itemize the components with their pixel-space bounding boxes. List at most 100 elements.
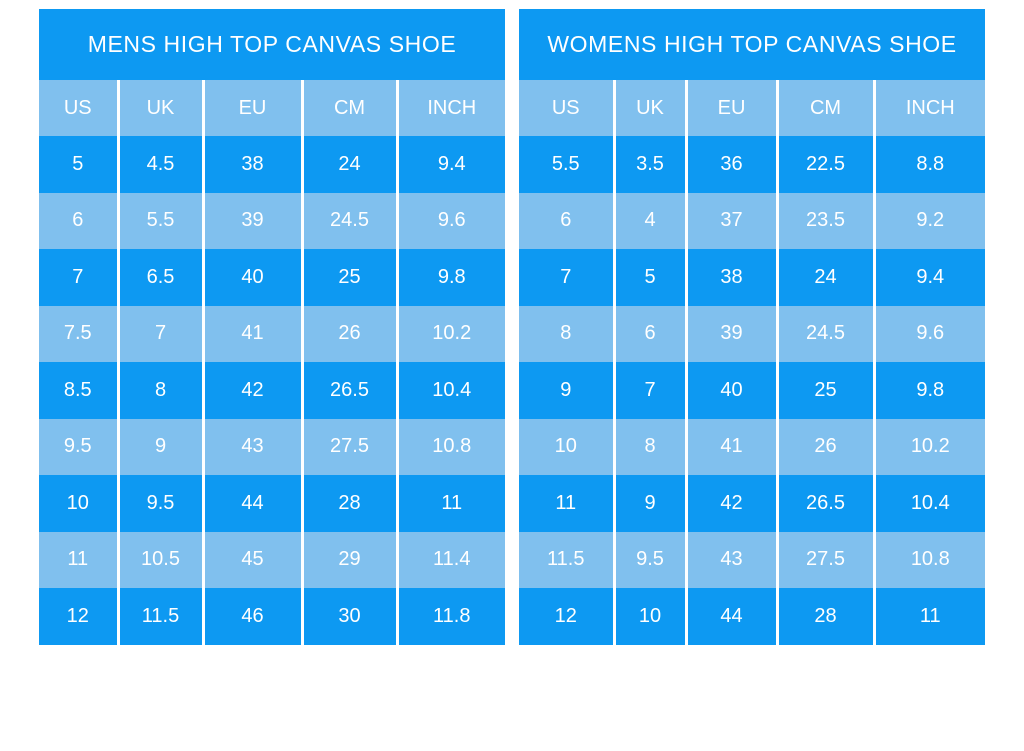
size-cell: 9 [116, 418, 203, 475]
size-cell: 8 [612, 418, 687, 475]
column-header-us: US [39, 80, 118, 136]
womens-size-table: WOMENS HIGH TOP CANVAS SHOE US UK EU CM INCH 5… [519, 9, 986, 645]
size-cell: 9.6 [872, 305, 986, 362]
mens-table-title-row: MENS HIGH TOP CANVAS SHOE [39, 9, 506, 80]
size-cell: 8 [519, 305, 615, 362]
size-cell: 9.8 [872, 362, 986, 419]
column-header-uk: UK [116, 80, 203, 136]
table-row: 7 6.5 40 25 9.8 [39, 249, 506, 306]
size-cell: 22.5 [775, 136, 875, 193]
size-cell: 9.4 [395, 136, 506, 193]
size-cell: 8.5 [39, 362, 118, 419]
size-cell: 7.5 [39, 305, 118, 362]
size-cell: 44 [201, 475, 302, 532]
size-cell: 12 [519, 588, 615, 645]
womens-table-title-row: WOMENS HIGH TOP CANVAS SHOE [519, 9, 986, 80]
size-cell: 8 [116, 362, 203, 419]
table-row: 9.5 9 43 27.5 10.8 [39, 418, 506, 475]
size-cell: 7 [612, 362, 687, 419]
size-cell: 46 [201, 588, 302, 645]
size-cell: 26.5 [775, 475, 875, 532]
size-cell: 24.5 [300, 192, 397, 249]
size-cell: 11.5 [116, 588, 203, 645]
size-cell: 40 [201, 249, 302, 306]
size-cell: 23.5 [775, 192, 875, 249]
column-header-cm: CM [775, 80, 875, 136]
size-cell: 9 [519, 362, 615, 419]
table-row: 11 9 42 26.5 10.4 [519, 475, 986, 532]
size-cell: 27.5 [300, 418, 397, 475]
size-cell: 5.5 [116, 192, 203, 249]
column-header-cm: CM [300, 80, 397, 136]
size-cell: 45 [201, 531, 302, 588]
size-cell: 5.5 [519, 136, 615, 193]
table-row: 9 7 40 25 9.8 [519, 362, 986, 419]
table-row: 6 5.5 39 24.5 9.6 [39, 192, 506, 249]
size-cell: 26 [300, 305, 397, 362]
size-cell: 11.4 [395, 531, 506, 588]
size-cell: 11 [519, 475, 615, 532]
size-cell: 10.2 [395, 305, 506, 362]
mens-size-table: MENS HIGH TOP CANVAS SHOE US UK EU CM INCH 5 4.… [39, 9, 506, 645]
size-cell: 11 [39, 531, 118, 588]
table-row: 6 4 37 23.5 9.2 [519, 192, 986, 249]
size-cell: 10.5 [116, 531, 203, 588]
size-cell: 10 [519, 418, 615, 475]
table-row: 10 9.5 44 28 11 [39, 475, 506, 532]
size-cell: 42 [684, 475, 778, 532]
size-cell: 37 [684, 192, 778, 249]
size-cell: 10.4 [872, 475, 986, 532]
size-cell: 26.5 [300, 362, 397, 419]
size-cell: 28 [300, 475, 397, 532]
size-cell: 43 [684, 531, 778, 588]
size-cell: 5 [612, 249, 687, 306]
size-cell: 9.4 [872, 249, 986, 306]
size-cell: 29 [300, 531, 397, 588]
size-cell: 7 [116, 305, 203, 362]
size-cell: 9.5 [612, 531, 687, 588]
size-cell: 11 [395, 475, 506, 532]
size-cell: 24.5 [775, 305, 875, 362]
size-cell: 10 [612, 588, 687, 645]
column-header-inch: INCH [395, 80, 506, 136]
column-header-eu: EU [684, 80, 778, 136]
size-cell: 12 [39, 588, 118, 645]
table-row: 12 11.5 46 30 11.8 [39, 588, 506, 645]
size-cell: 9.6 [395, 192, 506, 249]
size-cell: 9.2 [872, 192, 986, 249]
size-cell: 6.5 [116, 249, 203, 306]
mens-column-header-row: US UK EU CM INCH [39, 80, 506, 136]
size-cell: 9.5 [39, 418, 118, 475]
womens-column-header-row: US UK EU CM INCH [519, 80, 986, 136]
size-cell: 9 [612, 475, 687, 532]
size-cell: 6 [519, 192, 615, 249]
size-cell: 25 [775, 362, 875, 419]
table-row: 11 10.5 45 29 11.4 [39, 531, 506, 588]
size-cell: 8.8 [872, 136, 986, 193]
size-cell: 40 [684, 362, 778, 419]
table-row: 8 6 39 24.5 9.6 [519, 305, 986, 362]
size-cell: 11 [872, 588, 986, 645]
size-cell: 6 [39, 192, 118, 249]
size-cell: 10.8 [872, 531, 986, 588]
size-cell: 44 [684, 588, 778, 645]
column-header-eu: EU [201, 80, 302, 136]
column-header-uk: UK [612, 80, 687, 136]
size-cell: 11.8 [395, 588, 506, 645]
column-header-inch: INCH [872, 80, 986, 136]
size-cell: 10.2 [872, 418, 986, 475]
size-cell: 9.5 [116, 475, 203, 532]
table-row: 5 4.5 38 24 9.4 [39, 136, 506, 193]
table-row: 10 8 41 26 10.2 [519, 418, 986, 475]
size-cell: 7 [39, 249, 118, 306]
table-row: 5.5 3.5 36 22.5 8.8 [519, 136, 986, 193]
size-cell: 41 [201, 305, 302, 362]
table-row: 11.5 9.5 43 27.5 10.8 [519, 531, 986, 588]
size-cell: 3.5 [612, 136, 687, 193]
size-cell: 7 [519, 249, 615, 306]
size-cell: 25 [300, 249, 397, 306]
size-cell: 10.4 [395, 362, 506, 419]
size-cell: 24 [775, 249, 875, 306]
table-row: 7 5 38 24 9.4 [519, 249, 986, 306]
column-header-us: US [519, 80, 615, 136]
